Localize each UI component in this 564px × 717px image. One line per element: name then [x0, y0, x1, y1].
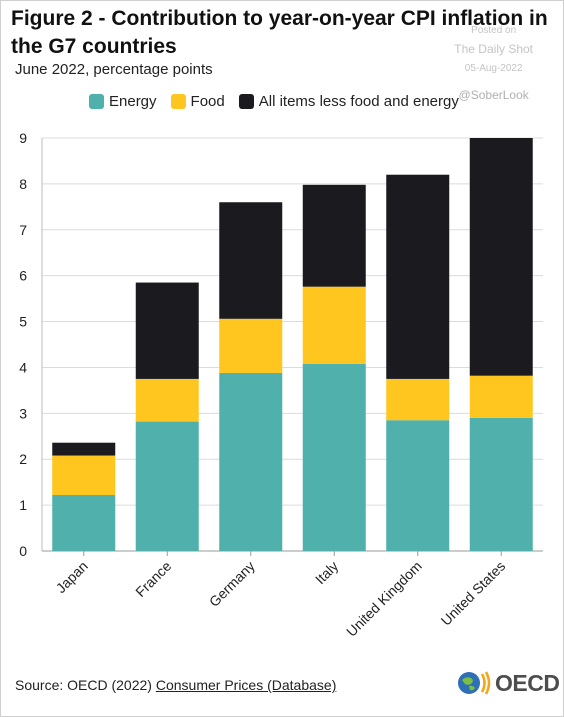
bar-united-kingdom-food — [386, 378, 450, 421]
x-tick-label: Japan — [53, 558, 91, 596]
y-tick-label: 1 — [19, 497, 27, 513]
legend-swatch-core — [238, 94, 254, 109]
legend-label-core: All items less food and energy — [258, 93, 459, 110]
y-tick-label: 4 — [19, 359, 27, 375]
bar-japan-energy — [52, 495, 116, 551]
bar-united-kingdom-core — [386, 174, 450, 379]
watermark-date: 05-Aug-2022 — [464, 63, 523, 74]
legend-item-food[interactable]: Food — [170, 93, 225, 110]
bar-germany-core — [219, 202, 283, 319]
bar-japan-food — [52, 455, 116, 496]
y-tick-label: 2 — [19, 451, 27, 467]
bar-germany-food — [219, 318, 283, 373]
y-tick-label: 3 — [19, 405, 27, 421]
x-tick-label: United States — [438, 558, 509, 629]
watermark-source: The Daily Shot — [454, 42, 533, 56]
x-tick-label: Germany — [206, 558, 258, 610]
legend-swatch-food — [170, 94, 186, 109]
chart-subtitle: June 2022, percentage points — [15, 61, 213, 78]
bar-france-energy — [135, 421, 199, 551]
bar-italy-food — [302, 286, 366, 364]
legend-swatch-energy — [89, 94, 104, 109]
legend-item-energy[interactable]: Energy — [89, 93, 157, 110]
y-tick-label: 0 — [19, 543, 27, 559]
bar-united-kingdom-energy — [386, 420, 450, 551]
source-link[interactable]: Consumer Prices (Database) — [155, 677, 337, 693]
chart-legend: Energy Food All items less food and ener… — [89, 93, 473, 110]
oecd-globe-icon — [458, 671, 491, 695]
watermark-handle: @SoberLook — [458, 88, 529, 102]
bar-united-states-energy — [469, 417, 533, 551]
y-tick-label: 8 — [19, 176, 27, 192]
bar-germany-energy — [219, 372, 283, 551]
source-note: Source: OECD (2022) Consumer Prices (Dat… — [15, 677, 336, 693]
legend-item-core[interactable]: All items less food and energy — [238, 93, 459, 110]
y-tick-label: 7 — [19, 222, 27, 238]
legend-label-energy: Energy — [109, 93, 157, 110]
chart-title: Figure 2 - Contribution to year-on-year … — [11, 7, 548, 58]
y-tick-label: 9 — [19, 130, 27, 146]
bar-united-states-food — [469, 375, 533, 418]
bar-united-states-core — [469, 138, 533, 376]
x-tick-label: United Kingdom — [343, 558, 425, 640]
source-prefix: Source: OECD (2022) — [15, 677, 156, 693]
y-tick-label: 5 — [19, 314, 27, 330]
watermark-posted: Posted on — [471, 25, 517, 36]
oecd-logo-text: OECD — [495, 669, 560, 696]
bar-italy-energy — [302, 363, 366, 551]
bar-italy-core — [302, 184, 366, 287]
bar-france-core — [135, 282, 199, 379]
watermark: Posted on The Daily Shot 05-Aug-2022 @So… — [454, 21, 533, 105]
bar-japan-core — [52, 442, 116, 456]
x-tick-label: Italy — [312, 558, 341, 587]
legend-label-food: Food — [190, 93, 225, 110]
oecd-logo: OECD — [457, 669, 560, 697]
bar-france-food — [135, 378, 199, 422]
y-tick-label: 6 — [19, 268, 27, 284]
x-tick-label: France — [132, 558, 174, 600]
